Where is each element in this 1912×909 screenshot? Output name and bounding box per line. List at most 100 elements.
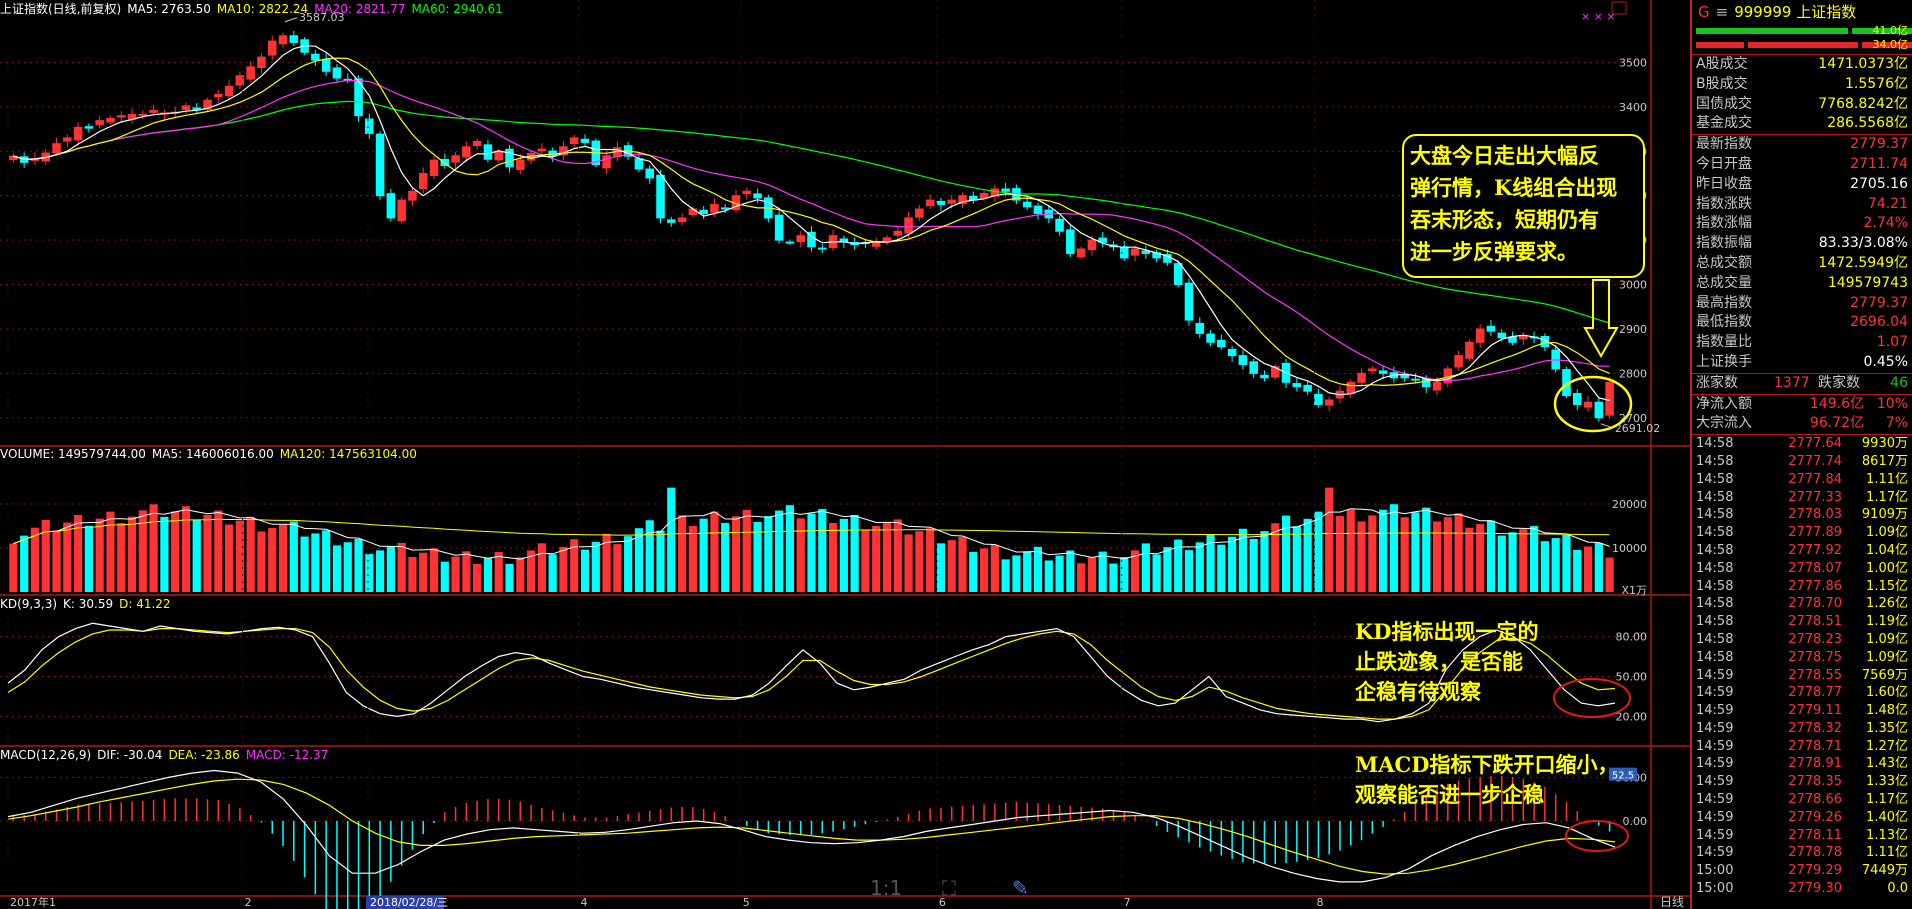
candle-body xyxy=(656,174,665,219)
volume-bar xyxy=(257,531,266,592)
volume-bar xyxy=(1206,534,1215,592)
candle-body xyxy=(1346,381,1356,395)
tick-row[interactable]: 14:59 2778.35 1.33亿 xyxy=(1692,773,1912,791)
candle-body xyxy=(451,155,460,163)
tick-row[interactable]: 14:58 2778.07 1.00亿 xyxy=(1692,560,1912,578)
kline-chart-area[interactable]: × × ×35003400330032003100300029002800270… xyxy=(0,0,1690,909)
tick-volume: 1.11亿 xyxy=(1866,845,1908,861)
volume-bar xyxy=(149,504,158,592)
tick-row[interactable]: 14:58 2778.03 9109万 xyxy=(1692,506,1912,524)
tick-row[interactable]: 14:59 2778.66 1.17亿 xyxy=(1692,791,1912,809)
ratio-label[interactable]: 1:1 xyxy=(870,876,903,900)
annotation-line: 进一步反弹要求。 xyxy=(1410,239,1578,264)
main-panel-header: 上证指数(日线,前复权) MA5: 2763.50 MA10: 2822.24 MA2… xyxy=(0,2,509,16)
tick-row[interactable]: 14:58 2778.75 1.09亿 xyxy=(1692,649,1912,667)
tick-row[interactable]: 14:58 2778.70 1.26亿 xyxy=(1692,595,1912,613)
tick-price: 2779.30 xyxy=(1788,881,1842,897)
volume-bar xyxy=(1400,517,1409,592)
tick-row[interactable]: 15:00 2779.30 0.0 xyxy=(1692,880,1912,898)
annotation-line: KD指标出现一定的 xyxy=(1355,619,1539,644)
tick-row[interactable]: 14:59 2778.11 1.13亿 xyxy=(1692,827,1912,845)
highlight-ellipse-kd xyxy=(1553,678,1631,718)
fund-flow: 净流入额 149.6亿 10% 大宗流入 96.72亿 7% xyxy=(1692,395,1912,435)
x-tick-label: 6 xyxy=(939,896,946,909)
volume-bar xyxy=(63,522,72,592)
tick-row[interactable]: 14:59 2779.26 1.40亿 xyxy=(1692,809,1912,827)
highlight-ellipse-macd xyxy=(1565,820,1629,852)
tick-price: 2778.70 xyxy=(1788,596,1842,612)
x-tick-label: 8 xyxy=(1316,896,1323,909)
volume-bar xyxy=(1562,534,1571,592)
candle-body xyxy=(332,67,342,79)
tick-row[interactable]: 14:59 2778.78 1.11亿 xyxy=(1692,844,1912,862)
volume-panel-header: VOLUME: 149579744.00 MA5: 146006016.00 MA1… xyxy=(0,447,423,461)
candle-body xyxy=(73,126,83,141)
tick-volume: 1.26亿 xyxy=(1866,596,1908,612)
tick-row[interactable]: 14:58 2777.89 1.09亿 xyxy=(1692,524,1912,542)
volume-bar xyxy=(278,524,288,592)
candle-body xyxy=(246,66,255,80)
tick-row[interactable]: 14:59 2779.11 1.48亿 xyxy=(1692,702,1912,720)
tick-time: 14:58 xyxy=(1696,453,1734,469)
volume-bar xyxy=(753,521,762,592)
volume-bar xyxy=(1335,516,1345,592)
tick-time: 14:59 xyxy=(1696,720,1734,736)
tick-row[interactable]: 14:58 2777.74 8617万 xyxy=(1692,453,1912,471)
volume-bar xyxy=(1540,541,1549,592)
price-tick-label: 2900 xyxy=(1619,323,1647,336)
candle-body xyxy=(785,241,795,244)
tick-row[interactable]: 14:59 2778.77 1.60亿 xyxy=(1692,684,1912,702)
menu-icon[interactable]: ≡ xyxy=(1715,3,1729,21)
x-tick-label: 2017年1 xyxy=(10,895,56,909)
sell-bar-a xyxy=(1696,42,1744,48)
tick-row[interactable]: 14:58 2777.33 1.17亿 xyxy=(1692,489,1912,507)
ma-indicator: MA20: 2821.77 xyxy=(314,2,406,16)
down-arrow xyxy=(1583,279,1619,359)
candle-body xyxy=(106,117,115,123)
tick-row[interactable]: 15:00 2779.29 7449万 xyxy=(1692,862,1912,880)
tick-list[interactable]: 14:58 2777.64 9930万 14:58 2777.74 8617万 14:58 2… xyxy=(1692,435,1912,898)
tick-time: 14:59 xyxy=(1696,845,1734,861)
tick-row[interactable]: 14:59 2778.32 1.35亿 xyxy=(1692,720,1912,738)
volume-bar xyxy=(289,521,298,592)
volume-bar xyxy=(408,556,417,592)
stat-value: 2696.04 xyxy=(1850,314,1908,331)
stat-label: 上证换手 xyxy=(1696,353,1752,370)
candle-body xyxy=(1076,248,1086,258)
tick-row[interactable]: 14:58 2777.64 9930万 xyxy=(1692,435,1912,453)
x-tick-label: 2018/02/28/三 xyxy=(370,896,448,909)
kd-k-line xyxy=(7,622,1616,723)
volume-bar xyxy=(559,546,568,592)
volume-bar xyxy=(1217,544,1226,592)
volume-bar xyxy=(235,520,244,592)
candle-body xyxy=(84,126,94,129)
tick-row[interactable]: 14:58 2777.92 1.04亿 xyxy=(1692,542,1912,560)
fullscreen-icon[interactable]: ⛶ xyxy=(942,876,956,900)
candle-body xyxy=(1475,328,1485,343)
volume-bar xyxy=(95,518,104,592)
stat-label: A股成交 xyxy=(1696,56,1748,72)
volume-bar xyxy=(1497,535,1506,592)
stat-row: 总成交量 149579743 xyxy=(1692,274,1912,294)
tick-price: 2778.78 xyxy=(1788,845,1842,861)
candle-body xyxy=(440,158,450,166)
candle-body xyxy=(462,146,471,158)
tick-row[interactable]: 14:59 2778.55 7569万 xyxy=(1692,667,1912,685)
volume-bar xyxy=(1303,518,1312,592)
tick-volume: 1.35亿 xyxy=(1866,720,1908,736)
volume-bar xyxy=(969,551,978,592)
candle-body xyxy=(537,148,547,152)
chart-title: 上证指数(日线,前复权) xyxy=(0,2,122,16)
volume-bar xyxy=(483,558,493,592)
tick-row[interactable]: 14:58 2778.51 1.19亿 xyxy=(1692,613,1912,631)
tick-row[interactable]: 14:58 2778.23 1.09亿 xyxy=(1692,631,1912,649)
candle-body xyxy=(224,85,234,97)
tick-row[interactable]: 14:59 2778.91 1.43亿 xyxy=(1692,755,1912,773)
draw-tool-icon[interactable]: ✎ xyxy=(1012,876,1029,900)
ma-line-ma10 xyxy=(13,57,1610,387)
volume-bar xyxy=(1508,532,1517,592)
tick-row[interactable]: 14:59 2778.71 1.27亿 xyxy=(1692,738,1912,756)
tick-row[interactable]: 14:58 2777.84 1.11亿 xyxy=(1692,471,1912,489)
tick-row[interactable]: 14:58 2777.86 1.15亿 xyxy=(1692,578,1912,596)
x-tick-highlight xyxy=(365,896,444,909)
